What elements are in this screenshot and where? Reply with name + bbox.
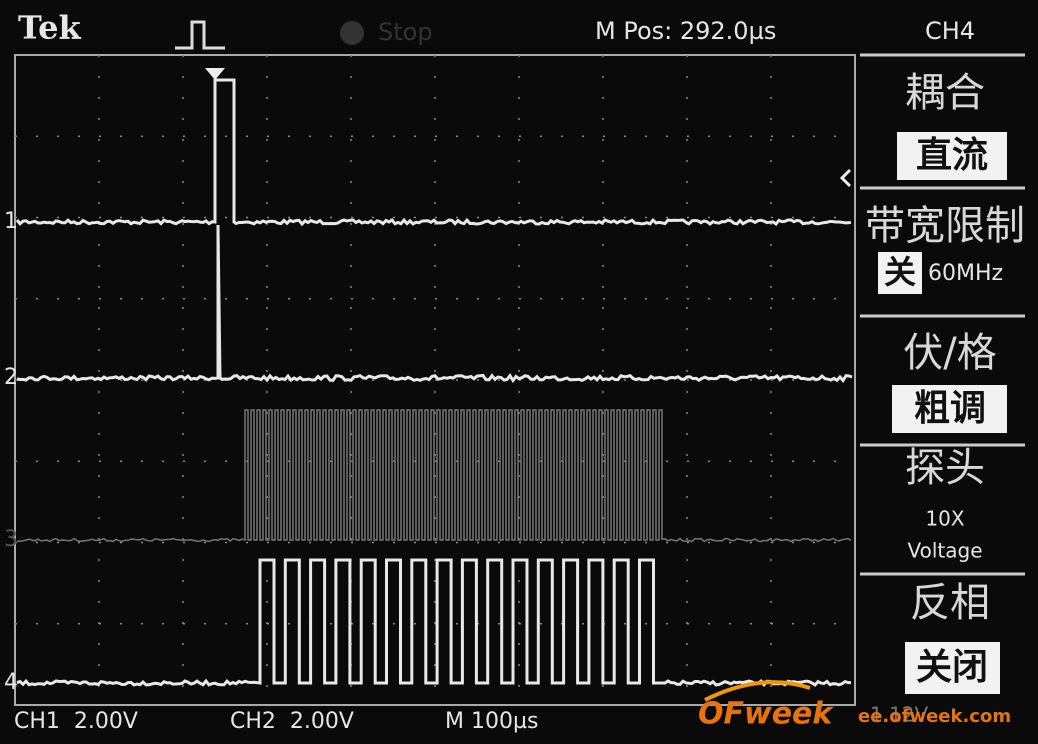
watermark-url: ee.ofweek.com <box>858 706 1011 727</box>
menu-label: 伏/格 <box>903 330 996 376</box>
menu-value: 粗调 <box>914 388 986 429</box>
channel-marker: 4 <box>4 670 18 695</box>
menu-title: CH4 <box>925 17 975 45</box>
channel-marker: 1 <box>4 209 18 234</box>
menu-value: 直流 <box>916 135 988 176</box>
timebase: M 100µs <box>445 709 538 734</box>
menu-label: 带宽限制 <box>865 203 1025 249</box>
menu-detail: Voltage <box>907 539 982 563</box>
menu-detail: 60MHz <box>928 261 1003 286</box>
oscilloscope-screen: Tek Stop M Pos: 292.0µs CH4 1 2 3 4 耦合 直… <box>0 0 1038 740</box>
ch1-scale: CH1 2.00V <box>14 709 138 734</box>
ch2-scale: CH2 2.00V <box>230 709 354 734</box>
menu-label: 探头 <box>905 445 985 491</box>
status: Stop <box>378 18 433 46</box>
menu-label: 耦合 <box>905 70 985 116</box>
menu-label: 反相 <box>910 580 990 626</box>
watermark-logo: OFweek <box>698 697 834 732</box>
menu-value: 10X <box>925 507 964 531</box>
menu-value: 关 <box>884 253 916 291</box>
position: M Pos: 292.0µs <box>595 17 776 45</box>
brand: Tek <box>18 9 82 47</box>
channel-marker: 2 <box>4 365 18 390</box>
menu-value: 关闭 <box>916 647 988 688</box>
status-dot <box>340 21 364 45</box>
channel-marker: 3 <box>4 527 18 552</box>
